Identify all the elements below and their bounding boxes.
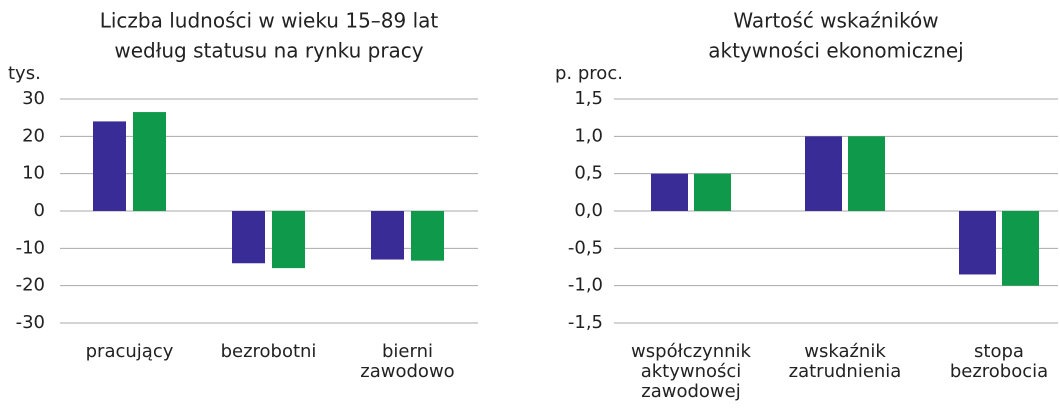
x-tick-label: pracujący: [86, 341, 174, 362]
bar: [133, 112, 166, 211]
y-tick-label: -30: [16, 312, 45, 333]
bar: [959, 211, 996, 275]
y-tick-label: -0,5: [568, 237, 603, 258]
bar: [1002, 211, 1039, 286]
y-axis-label: tys.: [8, 63, 41, 84]
chart-title: Wartość wskaźników: [733, 9, 938, 33]
bar: [694, 173, 731, 211]
bar: [411, 211, 444, 261]
bar: [371, 211, 404, 260]
chart-title: Liczba ludności w wieku 15–89 lat: [100, 9, 439, 33]
bar: [848, 136, 885, 211]
bar: [805, 136, 842, 211]
x-tick-label: bezrobotni: [221, 341, 317, 362]
y-tick-label: 10: [22, 163, 45, 184]
x-tick-label: wskaźnik zatrudnienia: [789, 341, 902, 382]
y-tick-label: 20: [22, 125, 45, 146]
y-tick-label: 1,5: [574, 88, 603, 109]
x-tick-label: bierni zawodowo: [360, 341, 454, 382]
y-tick-label: -10: [16, 237, 45, 258]
bar: [232, 211, 265, 264]
y-tick-label: 30: [22, 88, 45, 109]
y-tick-label: 0,0: [574, 200, 603, 221]
bar: [272, 211, 305, 269]
bar: [651, 173, 688, 211]
y-tick-label: 1,0: [574, 125, 603, 146]
y-tick-label: -1,0: [568, 275, 603, 296]
y-tick-label: -1,5: [568, 312, 603, 333]
y-tick-label: -20: [16, 275, 45, 296]
x-tick-label: stopa bezrobocia: [950, 341, 1048, 382]
chart-title: według statusu na rynku pracy: [114, 39, 423, 63]
y-tick-label: 0: [34, 200, 45, 221]
x-tick-label: współczynnik aktywności zawodowej: [631, 341, 751, 402]
chart-title: aktywności ekonomicznej: [708, 39, 964, 63]
y-tick-label: 0,5: [574, 163, 603, 184]
y-axis-label: p. proc.: [555, 63, 623, 84]
bar: [93, 121, 126, 211]
